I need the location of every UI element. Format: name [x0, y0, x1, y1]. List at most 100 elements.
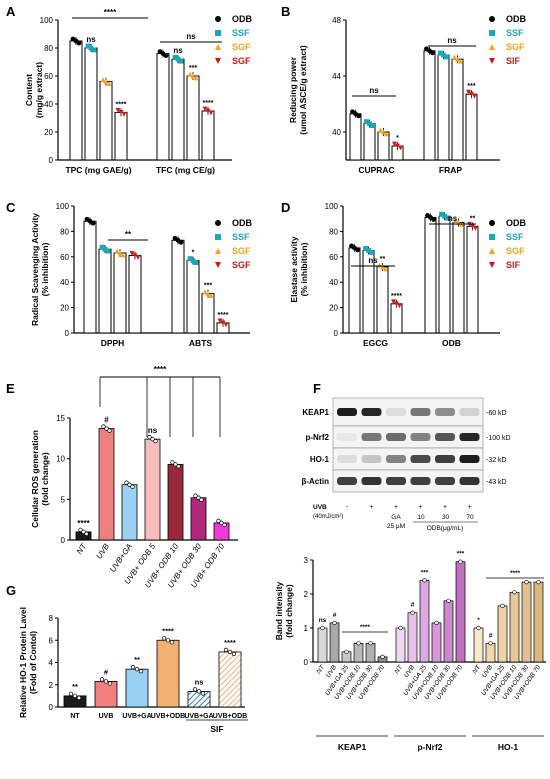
panel-g-group-label: SIF: [210, 724, 223, 734]
panel-b-star: ***: [467, 83, 475, 90]
panel-b-point: [381, 129, 386, 135]
panel-a-point: [187, 71, 193, 77]
panel-f-uvb-sign: +: [418, 504, 422, 511]
panel-a-legend-label: ODB: [232, 14, 253, 24]
panel-f-y-tick-label: 3: [304, 556, 309, 565]
panel-b-point: [444, 54, 449, 60]
panel-b-point: [438, 50, 443, 56]
panel-e-point: [84, 531, 89, 537]
panel-e-bar: [144, 438, 161, 541]
panel-f-blot-label: HO-1: [310, 455, 330, 464]
panel-g-y-tick-label: 6: [49, 636, 54, 645]
panel-f-band: [435, 455, 455, 463]
panel-e-point: [81, 529, 86, 535]
panel-f-band: [386, 433, 406, 441]
panel-f-bar: [473, 627, 484, 663]
panel-g-point: [196, 689, 202, 694]
panel-a-y-label: Content: [24, 74, 34, 106]
panel-c-point: [217, 318, 223, 324]
panel-d-legend-label: SGF: [506, 246, 525, 256]
panel-f-x-tick-label: NT: [471, 663, 482, 675]
panel-d-point: [397, 303, 402, 309]
panel-d-y-tick-label: 80: [329, 227, 338, 236]
panel-d-y-tick-label: 0: [334, 329, 339, 338]
panel-letter-e: E: [6, 381, 15, 396]
panel-d-point: [473, 225, 478, 231]
panel-c-y-tick-label: 60: [60, 253, 69, 262]
panel-d-legend-marker: [489, 234, 495, 240]
panel-b-legend-label: ODB: [506, 14, 527, 24]
panel-f-point: [488, 641, 493, 646]
panel-b-star: *: [396, 135, 399, 142]
panel-g-bar: [125, 668, 149, 708]
panel-e-y-tick-label: 5: [61, 495, 66, 504]
panel-a-point: [205, 108, 211, 114]
panel-a-star: ****: [203, 100, 214, 107]
panel-a-bar: [171, 58, 185, 161]
panel-a-point: [100, 77, 106, 82]
panel-d-point: [470, 223, 475, 229]
panel-e-bracket-label: ****: [154, 365, 167, 374]
panel-f-point: [380, 654, 385, 660]
panel-b-group-label: FRAP: [439, 165, 462, 175]
panel-b-legend-label: SSF: [506, 28, 524, 38]
panel-c-point: [223, 322, 229, 328]
panel-b-bar: [423, 50, 436, 161]
panel-g-point: [200, 691, 206, 696]
panel-d-point: [394, 301, 399, 307]
panel-g-x-tick-label: UVB+ODB: [151, 713, 185, 720]
panel-b-y-tick-label: 44: [332, 72, 341, 81]
panel-f-band: [386, 455, 406, 463]
panel-f-band: [337, 408, 357, 416]
panel-g-star: ns: [195, 677, 204, 686]
panel-f-blot-size: -100 kD: [486, 435, 511, 442]
panel-a-point: [208, 110, 214, 116]
panel-d-y-label: Elastase activity: [289, 236, 299, 302]
panel-c-point: [99, 244, 105, 250]
panel-f-band: [459, 433, 480, 441]
panel-f-odb-dose: 70: [466, 514, 474, 521]
panel-e-point: [147, 434, 152, 440]
panel-c-point: [117, 250, 123, 256]
panel-e-point: [222, 522, 227, 528]
panel-d-bar: [390, 303, 403, 334]
panel-f-bar: [533, 581, 544, 663]
panel-f-band: [361, 477, 382, 485]
panel-f-bar: [455, 561, 466, 663]
panel-c-y-tick-label: 100: [56, 202, 70, 211]
panel-f-band: [386, 408, 406, 416]
panel-e-point: [150, 436, 155, 442]
panel-b-legend-marker: [489, 58, 495, 64]
panel-f-band: [410, 408, 431, 416]
panel-c-y-tick-label: 80: [60, 227, 69, 236]
panel-b-bracket-label: ns: [369, 86, 379, 95]
panel-f-group-label: HO-1: [498, 742, 519, 752]
panel-b-point: [384, 131, 389, 137]
panel-g-star: ****: [162, 626, 174, 635]
panel-b-point: [370, 123, 375, 128]
panel-c-star: *: [192, 250, 195, 257]
panel-e-point: [124, 480, 129, 485]
panel-e-bar: [213, 522, 230, 541]
panel-d-y-tick-label: 20: [329, 304, 338, 313]
panel-d-point: [377, 262, 382, 268]
panel-b-y-tick-label: 40: [332, 128, 341, 137]
panel-b-point: [398, 145, 403, 151]
panel-letter-c: C: [6, 200, 16, 215]
panel-a-y-tick-label: 20: [44, 128, 53, 137]
panel-a-y-tick-label: 60: [44, 72, 53, 81]
panel-d-legend-marker: [489, 220, 495, 226]
panel-g-point: [169, 640, 175, 645]
panel-a-point: [76, 40, 82, 46]
panel-b-point: [441, 52, 446, 58]
panel-e-y-tick-label: 15: [56, 414, 65, 423]
panel-c-legend-marker: [215, 248, 221, 254]
panel-d-bracket-label: ns: [368, 256, 378, 265]
panel-g-x-tick-label: UVB+GA: [184, 713, 213, 720]
panel-d-point: [366, 248, 371, 253]
panel-a-point: [190, 73, 196, 79]
panel-d-bar: [466, 225, 479, 334]
panel-g-point: [76, 695, 82, 701]
panel-b-bar: [451, 58, 464, 161]
panel-c-point: [220, 320, 226, 326]
